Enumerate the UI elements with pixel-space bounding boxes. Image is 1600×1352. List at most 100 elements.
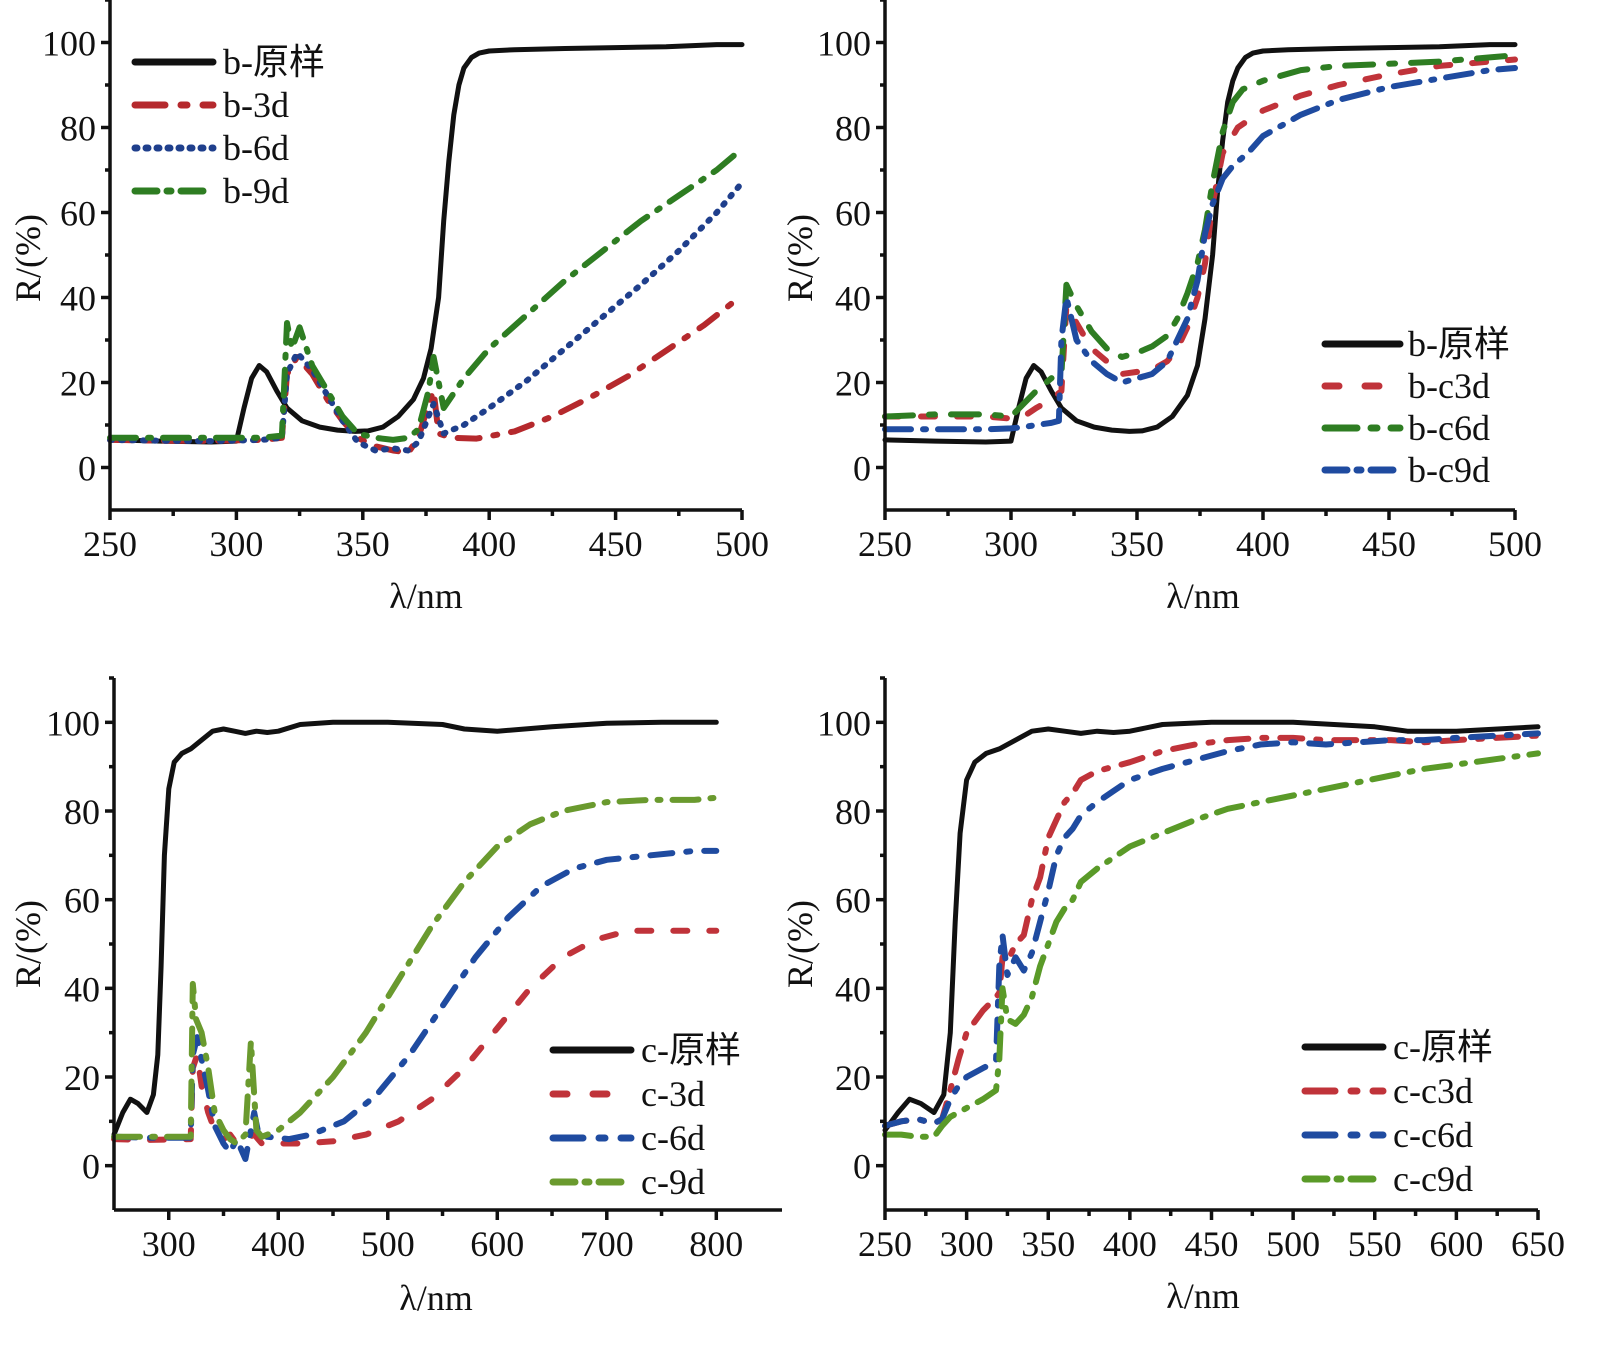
legend-label: b-原样 [223,42,325,82]
legend-label: c-原样 [1393,1027,1493,1067]
legend-label: c-6d [641,1118,705,1158]
series-line-4 [107,145,745,443]
series-layer [111,719,720,1162]
legend-entry: c-c3d [1301,1071,1473,1111]
x-tick-label: 400 [251,1224,305,1264]
legend-label: b-c6d [1408,408,1490,448]
y-tick-label: 0 [853,449,871,489]
legend-entry: b-c6d [1321,408,1490,448]
x-axis-title: λ/nm [389,576,462,616]
legend: b-原样b-3db-6db-9d [131,42,325,211]
y-axis-title: R/(%) [8,214,48,302]
x-axis-title: λ/nm [1166,1276,1239,1316]
series-line-1 [111,719,719,1138]
x-tick-label: 300 [209,524,263,564]
legend-entry: c-6d [549,1118,705,1158]
series-layer [107,42,745,456]
legend-entry: b-6d [131,128,289,168]
y-tick-label: 60 [64,881,100,921]
series-line-3 [111,847,720,1162]
series-line-1 [107,42,745,445]
legend-entry: c-3d [549,1074,705,1114]
x-tick-label: 350 [336,524,390,564]
y-tick-label: 40 [835,969,871,1009]
panel-c-left: 0 20 40 60 80 100 300 400 500 600 700 800 λ/nm R/(%… [8,676,782,1318]
y-tick-label: 100 [817,703,871,743]
panel-b-right: 0 20 40 60 80 100 250 300 350 400 450 500 λ/nm R/(%… [780,0,1542,616]
y-tick-label: 40 [60,279,96,319]
y-tick-label: 0 [82,1147,100,1187]
series-line-1 [882,719,1541,1133]
y-tick-label: 100 [817,24,871,64]
series-line-2 [111,927,720,1147]
x-tick-label: 650 [1511,1224,1565,1264]
y-tick-label: 80 [64,792,100,832]
legend-entry: b-原样 [131,42,325,82]
x-tick-label: 800 [689,1224,743,1264]
x-axis-title: λ/nm [1166,576,1239,616]
x-tick-label: 700 [580,1224,634,1264]
y-tick-label: 100 [42,24,96,64]
x-tick-label: 250 [83,524,137,564]
y-tick-label: 20 [835,1058,871,1098]
legend-entry: b-原样 [1321,324,1510,364]
legend-label: c-3d [641,1074,705,1114]
y-tick-label: 20 [835,364,871,404]
y-tick-label: 40 [64,969,100,1009]
y-tick-label: 80 [60,109,96,149]
legend: c-原样c-3dc-6dc-9d [549,1030,741,1202]
legend-label: b-3d [223,85,289,125]
x-tick-label: 350 [1110,524,1164,564]
y-tick-label: 60 [835,881,871,921]
x-tick-label: 250 [858,524,912,564]
x-tick-label: 500 [361,1224,415,1264]
legend-entry: c-原样 [549,1030,741,1070]
legend-entry: c-9d [549,1162,705,1202]
axes-layer: 0 20 40 60 80 100 250 300 350 400 450 500 [42,0,769,564]
legend-label: c-c6d [1393,1115,1473,1155]
series-line-3 [882,52,1518,420]
x-tick-label: 500 [1488,524,1542,564]
axes-layer: 0 20 40 60 80 100 250 300 350 400 450 500 [817,0,1542,564]
x-tick-label: 300 [142,1224,196,1264]
x-tick-label: 500 [715,524,769,564]
series-line-2 [107,292,745,456]
legend-label: c-原样 [641,1030,741,1070]
legend-label: c-c3d [1393,1071,1473,1111]
axes-layer: 0 20 40 60 80 100 300 400 500 600 700 800 [46,676,782,1264]
y-axis-title: R/(%) [780,214,820,302]
x-tick-label: 300 [984,524,1038,564]
legend-label: c-9d [641,1162,705,1202]
x-tick-label: 450 [589,524,643,564]
y-tick-label: 100 [46,703,100,743]
y-tick-label: 20 [64,1058,100,1098]
series-line-4 [882,750,1541,1140]
y-axis-title: R/(%) [780,900,820,988]
y-tick-label: 0 [78,449,96,489]
legend-entry: c-c6d [1301,1115,1473,1155]
series-line-4 [111,794,720,1147]
x-axis-title: λ/nm [399,1278,472,1318]
y-tick-label: 0 [853,1147,871,1187]
x-tick-label: 400 [1103,1224,1157,1264]
legend-label: b-6d [223,128,289,168]
legend-entry: b-3d [131,85,289,125]
axes-layer: 0 20 40 60 80 100 250 300 350 400 450 500 550 600 650 [817,676,1565,1264]
legend-entry: c-c9d [1301,1159,1473,1199]
x-tick-label: 450 [1185,1224,1239,1264]
x-tick-label: 550 [1348,1224,1402,1264]
x-tick-label: 500 [1266,1224,1320,1264]
x-tick-label: 600 [470,1224,524,1264]
y-tick-label: 40 [835,279,871,319]
legend-label: b-c9d [1408,450,1490,490]
panel-b-left: 0 20 40 60 80 100 250 300 350 400 450 500 λ/nm R/(%… [8,0,769,616]
series-line-3 [882,730,1541,1129]
legend-entry: b-9d [131,171,289,211]
x-tick-label: 300 [940,1224,994,1264]
legend-entry: b-c9d [1321,450,1490,490]
x-tick-label: 450 [1362,524,1416,564]
x-tick-label: 600 [1429,1224,1483,1264]
legend-entry: b-c3d [1321,366,1490,406]
y-tick-label: 60 [835,194,871,234]
